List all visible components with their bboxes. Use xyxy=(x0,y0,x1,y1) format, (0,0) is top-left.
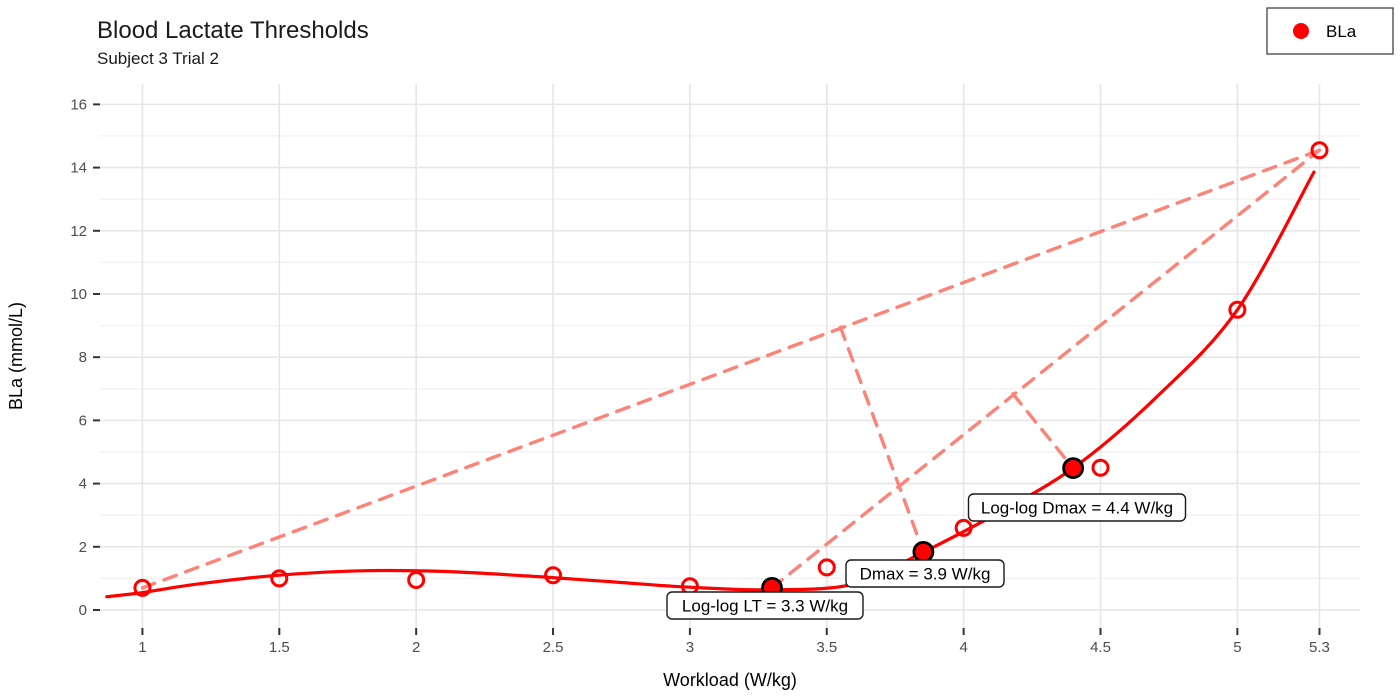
loglog-lt-label: Log-log LT = 3.3 W/kg xyxy=(682,597,848,616)
chart-subtitle: Subject 3 Trial 2 xyxy=(97,49,219,68)
dmax-threshold-point xyxy=(912,540,935,563)
dmax-label-box xyxy=(845,559,1005,588)
bla-data-point xyxy=(1091,458,1110,477)
bla-data-point xyxy=(270,569,289,588)
threshold-labels-layer: Log-log LT = 3.3 W/kg Dmax = 3.9 W/kg Log-… xyxy=(666,493,1187,620)
loglog-dmax-label-box xyxy=(967,493,1187,522)
bla-data-point xyxy=(1310,141,1329,160)
y-tick-label: 10 xyxy=(70,286,87,303)
loglog-dmax-perpendicular-dashed-line xyxy=(1011,392,1075,470)
bla-data-point xyxy=(133,578,152,597)
legend-box xyxy=(1266,7,1394,55)
x-tick-label: 1 xyxy=(138,639,146,656)
y-tick-label: 16 xyxy=(70,96,87,113)
loglog-dmax-label: Log-log Dmax = 4.4 W/kg xyxy=(981,499,1173,518)
legend: BLa xyxy=(1266,7,1394,55)
threshold-construction-lines-layer xyxy=(140,148,1322,590)
chart-title: Blood Lactate Thresholds xyxy=(97,17,369,44)
x-tick-label: 4.5 xyxy=(1090,639,1111,656)
data-points-layer xyxy=(133,141,1329,599)
y-tick-label: 0 xyxy=(79,602,87,619)
bla-data-point xyxy=(817,558,836,577)
x-tick-label: 2 xyxy=(412,639,420,656)
bla-data-point xyxy=(544,566,563,585)
dmax-label: Dmax = 3.9 W/kg xyxy=(860,565,991,584)
loglog-lt-label-box xyxy=(666,591,864,620)
x-tick-label: 4 xyxy=(959,639,967,656)
loglog-dmax-threshold-point xyxy=(1062,457,1085,480)
x-tick-label: 3 xyxy=(686,639,694,656)
gridlines-layer xyxy=(100,84,1360,628)
bla-data-point xyxy=(954,518,973,537)
dmax-perpendicular-dashed-line xyxy=(838,325,926,554)
loglog-dmax-chord-dashed-line xyxy=(770,148,1322,590)
axis-ticks-layer: 1 1.5 2 2.5 3 3.5 4 4.5 5 5.3 0 2 4 6 8 10 12 14 16 xyxy=(70,96,1330,656)
y-axis-title: BLa (mmol/L) xyxy=(6,302,26,410)
x-tick-label: 5 xyxy=(1233,639,1241,656)
legend-marker-icon xyxy=(1293,23,1309,39)
bla-data-point xyxy=(1228,300,1247,319)
x-tick-label: 2.5 xyxy=(543,639,564,656)
dmax-chord-dashed-line xyxy=(140,148,1322,590)
y-tick-label: 2 xyxy=(79,539,87,556)
x-tick-label: 3.5 xyxy=(816,639,837,656)
y-tick-label: 12 xyxy=(70,223,87,240)
y-tick-label: 6 xyxy=(79,412,87,429)
y-tick-label: 8 xyxy=(79,349,87,366)
lactate-fit-curve xyxy=(105,170,1316,599)
x-axis-title: Workload (W/kg) xyxy=(663,670,797,690)
y-tick-label: 14 xyxy=(70,160,87,177)
x-tick-label: 1.5 xyxy=(269,639,290,656)
x-tick-label: 5.3 xyxy=(1309,639,1330,656)
fit-curve-layer xyxy=(105,170,1316,599)
y-tick-label: 4 xyxy=(79,476,87,493)
bla-data-point xyxy=(407,570,426,589)
legend-label: BLa xyxy=(1326,22,1357,41)
